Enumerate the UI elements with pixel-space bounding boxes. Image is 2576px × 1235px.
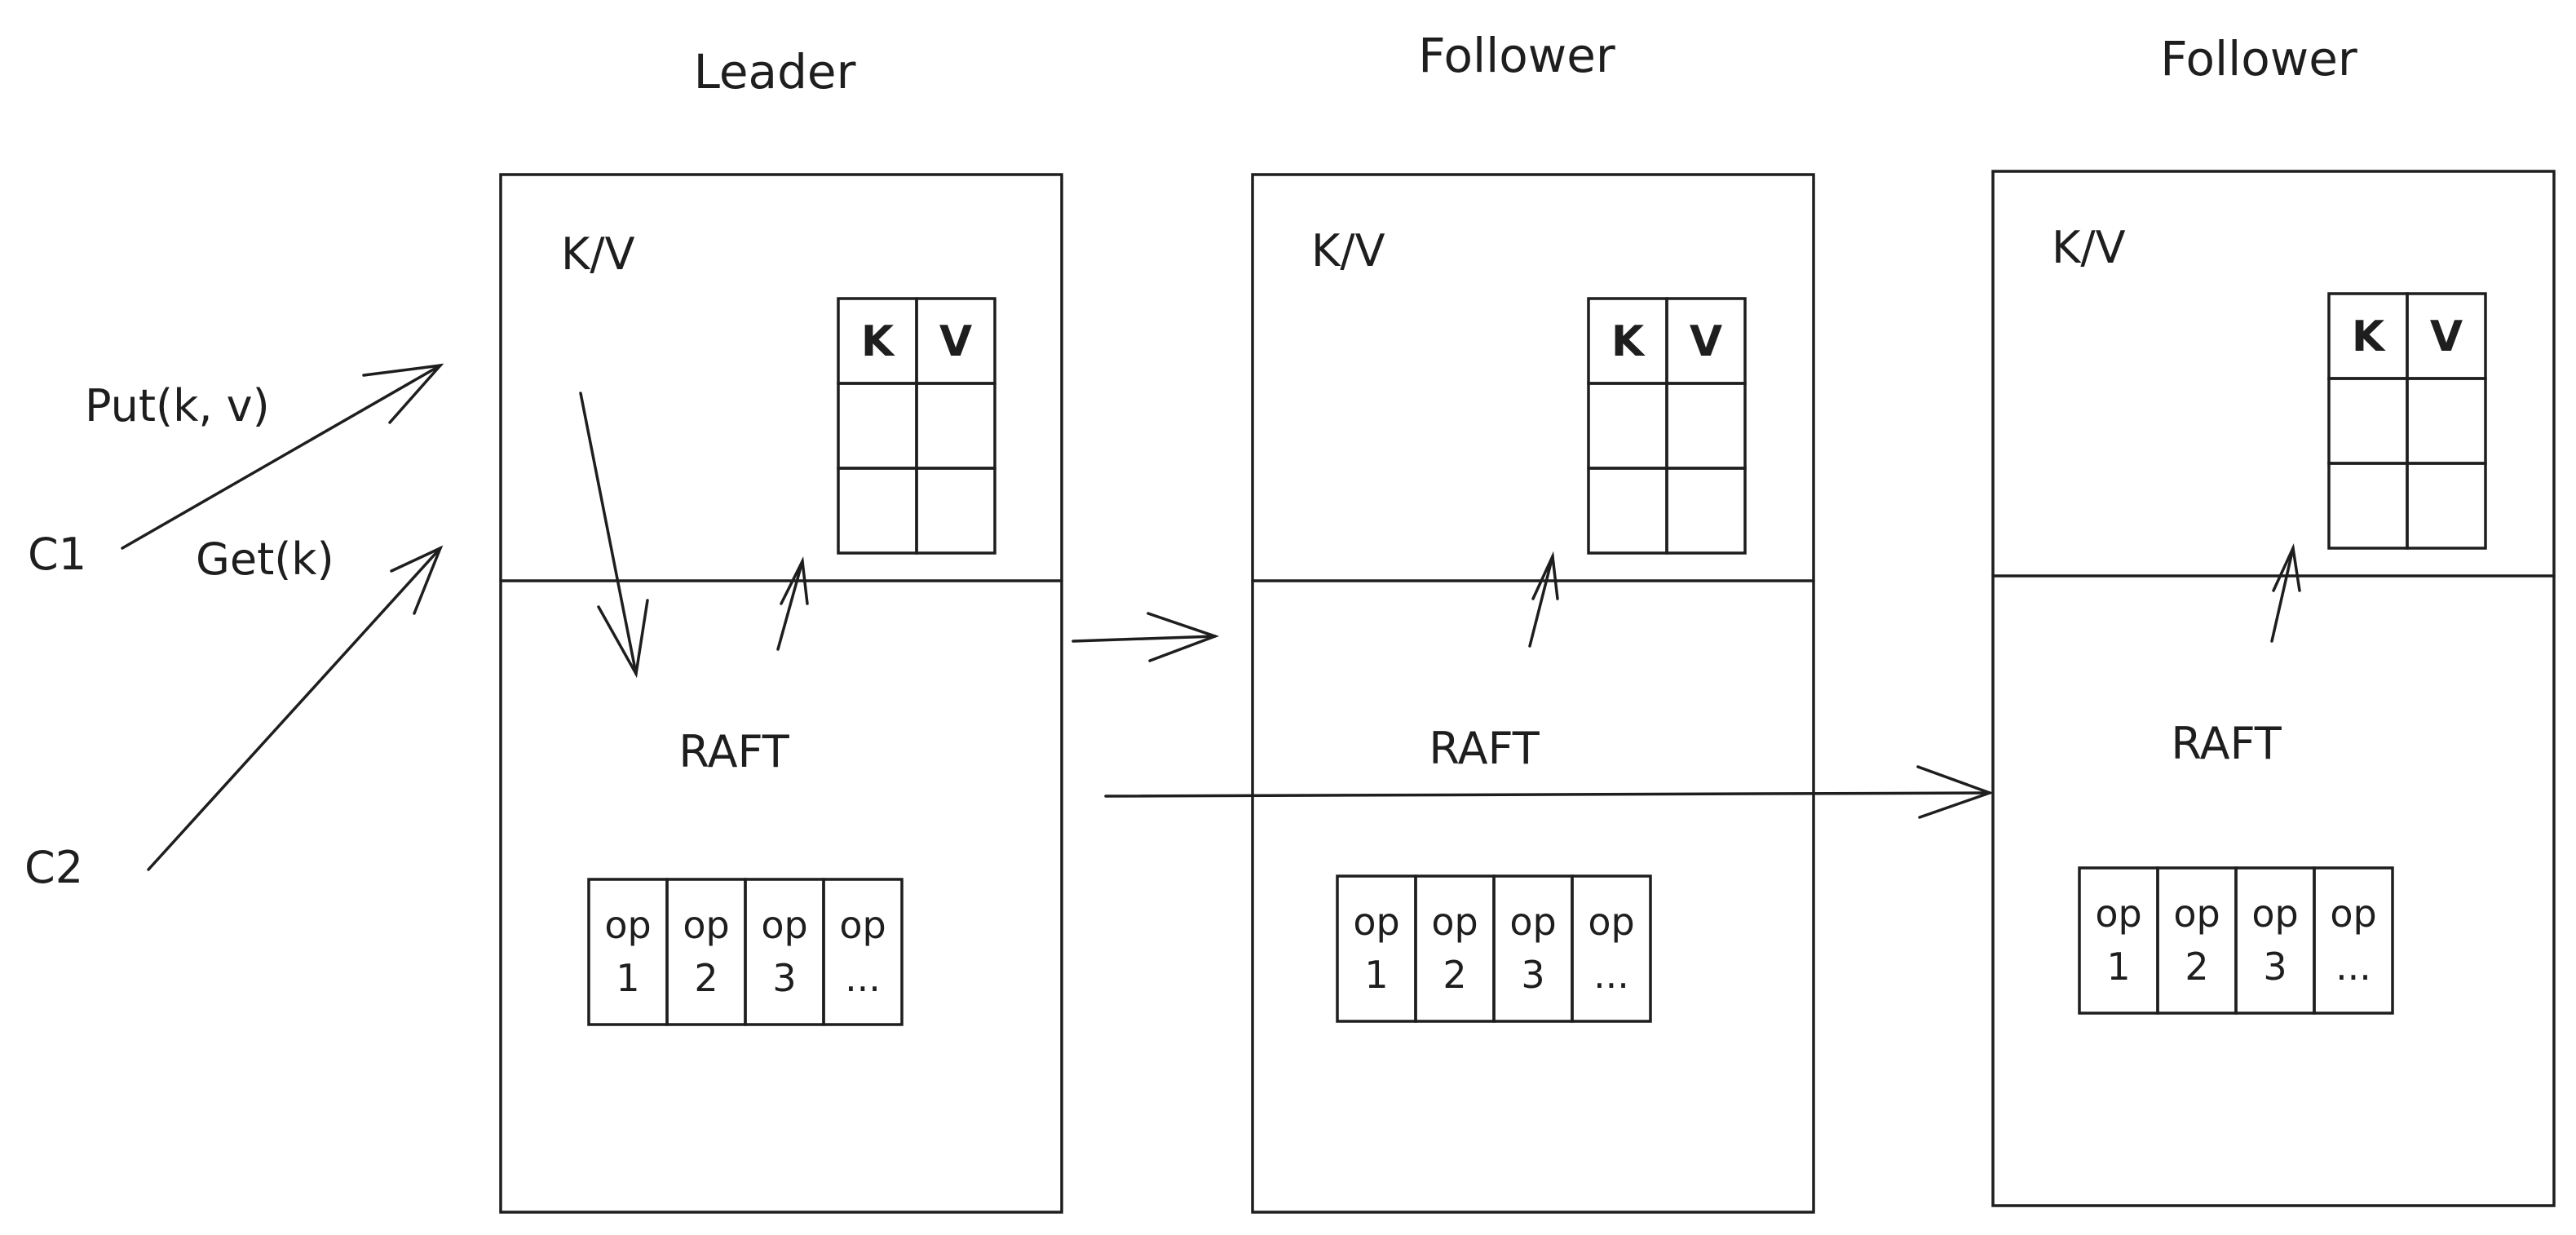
follower-2-kv-header-k: K — [2352, 312, 2386, 361]
follower-2-apply-arrow — [2270, 542, 2301, 643]
log-entry — [2156, 866, 2238, 1015]
follower-2-raft-label: RAFT — [2171, 718, 2282, 769]
put-request-label: Put(k, v) — [85, 380, 270, 432]
follower-1-kv-header-k: K — [1611, 317, 1646, 366]
follower-1-kv-label: K/V — [1311, 225, 1385, 277]
kv-to-raft-arrow — [579, 392, 649, 679]
log-entry-top: op — [2173, 892, 2220, 936]
log-entry — [2234, 866, 2316, 1015]
follower-2-title: Follower — [2160, 31, 2357, 86]
follower-2-log: op 1 op 2 op 3 op ... — [2078, 866, 2394, 1015]
log-entry-top: op — [1588, 900, 1634, 944]
follower-1-apply-arrow — [1528, 551, 1559, 648]
follower-2-kv-header-v: V — [2430, 312, 2463, 361]
follower-2-kv-table: K V — [2327, 292, 2487, 550]
replication-arrow-to-follower-2 — [1104, 765, 1995, 819]
get-request-arrow — [147, 545, 444, 871]
log-entry — [1414, 874, 1496, 1023]
leader-kv-header-k: K — [861, 317, 895, 366]
log-entry-bottom: ... — [1593, 953, 1629, 997]
log-entry-bottom: 3 — [1521, 953, 1544, 997]
log-entry-bottom: 1 — [2106, 945, 2130, 989]
log-entry-top: op — [604, 903, 651, 947]
log-entry-top: op — [2095, 892, 2141, 936]
log-entry-bottom: 1 — [616, 956, 639, 1000]
get-request-label: Get(k) — [196, 533, 334, 585]
log-entry — [1336, 874, 1417, 1023]
leader-kv-label: K/V — [561, 228, 635, 280]
log-entry — [1571, 874, 1652, 1023]
log-entry — [2313, 866, 2394, 1015]
follower-1-raft-label: RAFT — [1429, 723, 1540, 774]
leader-node: K/V RAFT K V op 1 op 2 op 3 op ... — [499, 173, 1063, 1214]
follower-1-title: Follower — [1418, 28, 1615, 83]
follower-1-box — [1251, 173, 1815, 1214]
log-entry — [1492, 874, 1574, 1023]
log-entry — [822, 878, 904, 1026]
follower-1-log: op 1 op 2 op 3 op ... — [1336, 874, 1652, 1023]
log-entry-bottom: ... — [845, 956, 881, 1000]
replication-arrow-to-follower-1 — [1071, 612, 1220, 662]
log-entry-bottom: ... — [2335, 945, 2371, 989]
put-request-arrow — [121, 363, 444, 550]
leader-kv-header-v: V — [939, 317, 972, 366]
log-entry — [2078, 866, 2159, 1015]
log-entry-top: op — [2251, 892, 2298, 936]
log-entry-top: op — [1431, 900, 1478, 944]
leader-title: Leader — [694, 44, 856, 100]
leader-kv-table: K V — [837, 297, 996, 555]
log-entry-bottom: 3 — [2263, 945, 2287, 989]
follower-1-kv-header-v: V — [1690, 317, 1722, 366]
log-entry — [665, 878, 747, 1026]
log-entry-top: op — [839, 903, 886, 947]
client-c1-label: C1 — [28, 529, 86, 580]
leader-log: op 1 op 2 op 3 op ... — [587, 878, 904, 1026]
log-entry-top: op — [1509, 900, 1556, 944]
log-entry-top: op — [1353, 900, 1399, 944]
leader-box — [499, 173, 1063, 1214]
client-c2-label: C2 — [24, 842, 83, 893]
log-entry — [587, 878, 669, 1026]
client-c1: C1 — [28, 529, 86, 580]
follower-1-node: K/V RAFT K V op 1 op 2 op 3 op ... — [1251, 173, 1815, 1214]
log-entry-top: op — [761, 903, 807, 947]
log-entry-top: op — [683, 903, 729, 947]
client-c2: C2 — [24, 842, 83, 893]
follower-2-kv-label: K/V — [2052, 222, 2126, 273]
log-entry-bottom: 2 — [694, 956, 718, 1000]
log-entry-bottom: 1 — [1364, 953, 1388, 997]
log-entry-bottom: 3 — [772, 956, 796, 1000]
follower-2-box — [1991, 170, 2556, 1207]
follower-1-kv-table: K V — [1587, 297, 1747, 555]
follower-2-node: K/V RAFT K V op 1 op 2 op 3 op ... — [1991, 170, 2556, 1207]
log-entry-bottom: 2 — [1443, 953, 1466, 997]
log-entry-bottom: 2 — [2185, 945, 2208, 989]
log-entry-top: op — [2330, 892, 2376, 936]
leader-raft-label: RAFT — [678, 726, 789, 777]
leader-apply-arrow — [776, 556, 809, 651]
log-entry — [744, 878, 825, 1026]
